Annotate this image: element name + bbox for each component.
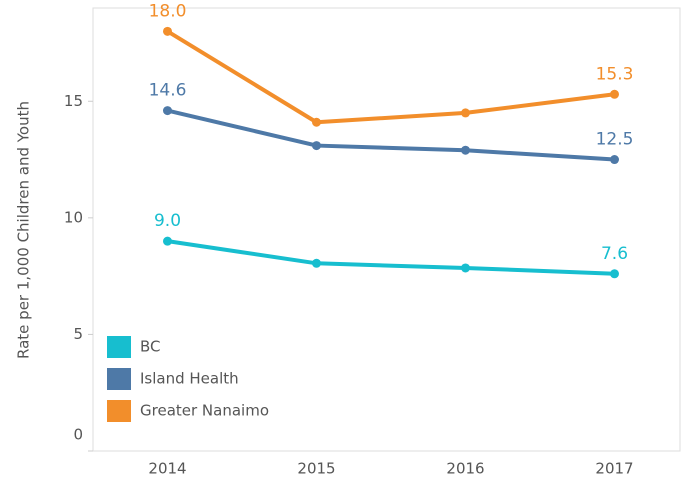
x-tick-label: 2014 — [148, 460, 186, 478]
series-line — [167, 108, 615, 162]
legend-swatch — [107, 400, 131, 422]
y-tick-label: 10 — [64, 208, 83, 226]
legend-label: Greater Nanaimo — [140, 402, 269, 420]
point — [610, 155, 619, 165]
point — [461, 108, 470, 118]
value-label: 7.6 — [601, 244, 628, 264]
legend-label: BC — [140, 338, 161, 356]
point — [163, 26, 172, 36]
point — [163, 106, 172, 116]
point — [461, 263, 470, 273]
y-tick-label: 15 — [64, 92, 83, 110]
legend-swatch — [107, 336, 131, 358]
series-line — [166, 29, 615, 125]
point — [610, 89, 619, 99]
point — [312, 258, 321, 268]
point — [610, 269, 619, 279]
value-label: 12.5 — [596, 130, 634, 150]
value-label: 14.6 — [149, 81, 187, 101]
value-label: 9.0 — [154, 211, 181, 231]
value-label: 18.0 — [149, 1, 187, 21]
plot-frame — [92, 7, 681, 452]
x-tick-label: 2015 — [297, 460, 335, 478]
value-label: 15.3 — [596, 64, 634, 84]
point — [163, 236, 172, 246]
point — [312, 117, 321, 127]
point — [312, 141, 321, 151]
series-line — [167, 239, 615, 276]
y-tick-label: 0 — [73, 426, 83, 444]
point — [461, 145, 470, 155]
y-tick-label: 5 — [73, 325, 83, 343]
legend-swatch — [107, 368, 131, 390]
y-axis-label: Rate per 1,000 Children and Youth — [15, 101, 33, 359]
x-tick-label: 2017 — [595, 460, 633, 478]
legend-label: Island Health — [140, 370, 239, 388]
x-tick-label: 2016 — [446, 460, 484, 478]
